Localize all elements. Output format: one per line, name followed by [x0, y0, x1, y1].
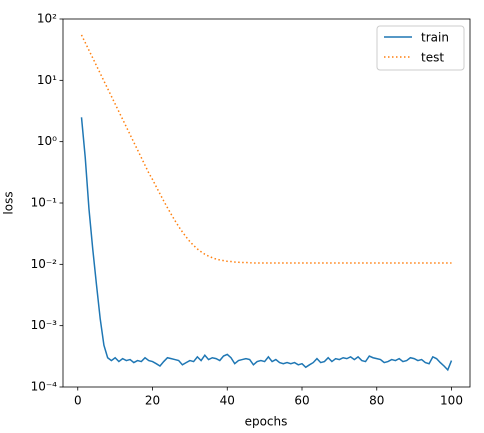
y-tick-label: 10⁻⁴	[31, 380, 58, 394]
y-tick-label: 10¹	[37, 73, 57, 87]
y-tick-label: 10⁻³	[31, 318, 58, 332]
y-tick-label: 10⁻¹	[31, 196, 58, 210]
series-line	[80, 117, 453, 372]
y-tick-label: 10⁻²	[31, 257, 58, 271]
plot-frame	[62, 18, 471, 388]
y-axis-label: loss	[2, 191, 16, 214]
x-tick-label: 100	[440, 394, 463, 408]
x-tick-label: 40	[220, 394, 235, 408]
legend-label: train	[421, 31, 449, 45]
x-tick-label: 20	[145, 394, 160, 408]
x-tick-label: 80	[369, 394, 384, 408]
y-tick-label: 10²	[37, 12, 57, 26]
legend-label: test	[421, 51, 444, 65]
series-line	[80, 34, 452, 264]
x-axis-label: epochs	[245, 415, 288, 429]
y-tick-label: 10⁰	[37, 134, 57, 148]
x-tick-label: 60	[294, 394, 309, 408]
x-tick-label: 0	[74, 394, 82, 408]
